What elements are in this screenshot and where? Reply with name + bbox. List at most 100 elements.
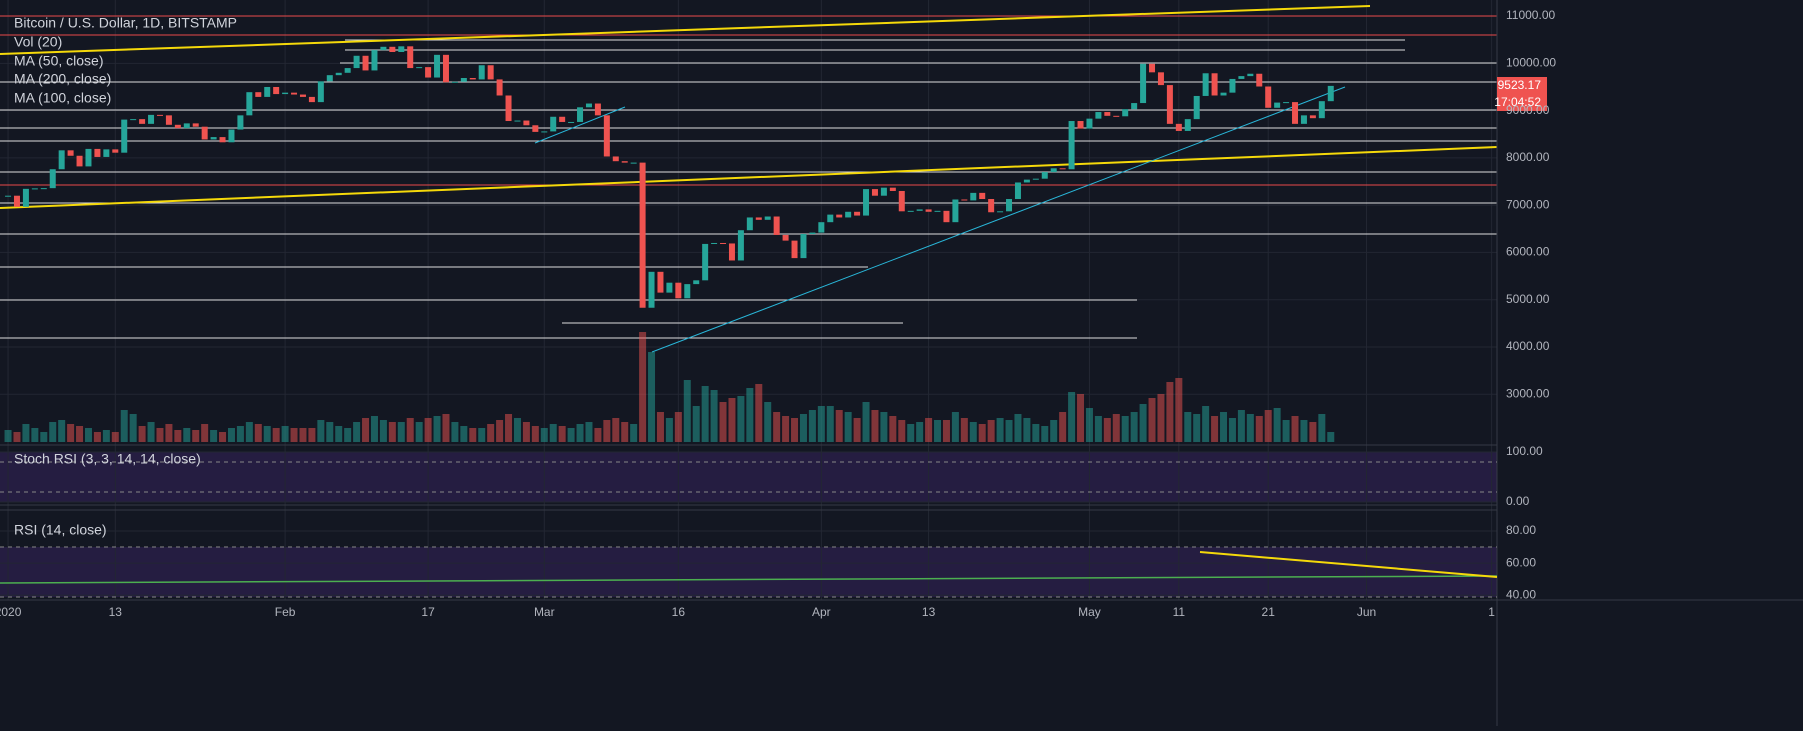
rsi-trend: [0, 575, 1498, 584]
candle-body: [720, 242, 727, 244]
volume-bar: [379, 420, 387, 442]
candle-body: [1274, 102, 1281, 108]
candle-body: [1238, 76, 1245, 79]
volume-bar: [67, 424, 75, 442]
candle-body: [1247, 73, 1254, 77]
candle-body: [192, 123, 199, 127]
x-tick-label: 11: [1173, 605, 1186, 619]
volume-bar: [326, 422, 334, 442]
y-tick-label: 5000.00: [1506, 292, 1550, 306]
volume-bar: [165, 424, 173, 442]
x-tick-label: Apr: [812, 605, 831, 619]
volume-bar: [344, 428, 352, 442]
candle-body: [103, 149, 110, 157]
volume-bar: [737, 396, 745, 442]
candle-body: [1220, 92, 1227, 96]
volume-bar: [1157, 394, 1165, 442]
volume-bar: [397, 422, 405, 442]
volume-bar: [174, 430, 182, 442]
volume-bar: [40, 432, 48, 442]
volume-bar: [934, 420, 942, 442]
last-price-box: [1497, 77, 1547, 94]
x-tick-label: 13: [109, 605, 123, 619]
candle-body: [1300, 115, 1307, 124]
candle-body: [371, 50, 378, 71]
candle-body: [657, 271, 664, 293]
candle-body: [237, 115, 244, 130]
volume-bar: [621, 422, 629, 442]
candle-body: [255, 92, 262, 97]
volume: [4, 332, 1335, 442]
volume-bar: [129, 414, 137, 442]
candle-body: [1014, 182, 1021, 200]
candle-body: [76, 155, 83, 167]
candle-body: [228, 129, 235, 143]
volume-bar: [370, 416, 378, 442]
x-tick-label: 21: [1262, 605, 1276, 619]
candle-body: [1095, 112, 1102, 119]
volume-bar: [817, 406, 825, 442]
volume-bar: [692, 406, 700, 442]
candle-body: [85, 148, 92, 167]
candle-body: [362, 55, 369, 71]
candle-body: [299, 94, 306, 97]
candle-body: [31, 188, 38, 190]
candle-body: [755, 217, 762, 220]
volume-bar: [1139, 404, 1147, 442]
volume-bar: [353, 422, 361, 442]
volume-bar: [549, 424, 557, 442]
candle-body: [335, 72, 342, 76]
volume-bar: [674, 412, 682, 442]
volume-bar: [1220, 412, 1228, 442]
volume-bar: [648, 352, 656, 442]
candle-body: [979, 192, 986, 200]
candle-body: [988, 199, 995, 213]
volume-bar: [451, 422, 459, 442]
candle-body: [809, 232, 816, 234]
y-tick-label: 4000.00: [1506, 339, 1550, 353]
volume-bar: [406, 418, 414, 442]
candle-body: [353, 55, 360, 69]
candle-body: [460, 78, 467, 82]
y-tick-label: 80.00: [1506, 523, 1536, 537]
candle-body: [94, 148, 101, 157]
candle-body: [773, 216, 780, 235]
candle-body: [398, 46, 405, 52]
candle-body: [728, 243, 735, 261]
volume-bar: [630, 424, 638, 442]
volume-bar: [969, 422, 977, 442]
x-tick-label: 13: [922, 605, 936, 619]
volume-bar: [362, 418, 370, 442]
indicator-label: Vol (20): [14, 34, 62, 50]
candle-body: [139, 119, 146, 124]
candle-body: [782, 234, 789, 241]
volume-bar: [791, 418, 799, 442]
volume-bar: [1202, 406, 1210, 442]
candle-body: [49, 169, 56, 189]
candle-body: [737, 230, 744, 261]
candle-body: [603, 115, 610, 157]
volume-bar: [540, 428, 548, 442]
volume-bar: [907, 424, 915, 442]
candle-body: [1149, 63, 1156, 73]
candle-body: [1292, 102, 1299, 124]
candle-body: [577, 107, 584, 122]
volume-bar: [898, 420, 906, 442]
volume-bar: [656, 412, 664, 442]
volume-bar: [764, 402, 772, 442]
y-tick-label: 0.00: [1506, 494, 1530, 508]
candle-body: [907, 210, 914, 212]
candle-body: [889, 187, 896, 191]
candle-body: [854, 211, 861, 216]
volume-bar: [102, 430, 110, 442]
volume-bar: [585, 422, 593, 442]
candle-body: [1068, 121, 1075, 170]
candle-body: [934, 210, 941, 212]
chart-title: Bitcoin / U.S. Dollar, 1D, BITSTAMP: [14, 15, 237, 31]
volume-bar: [1255, 416, 1263, 442]
volume-bar: [460, 426, 468, 442]
volume-bar: [996, 418, 1004, 442]
volume-bar: [4, 430, 12, 442]
volume-bar: [916, 422, 924, 442]
candle-body: [612, 156, 619, 162]
